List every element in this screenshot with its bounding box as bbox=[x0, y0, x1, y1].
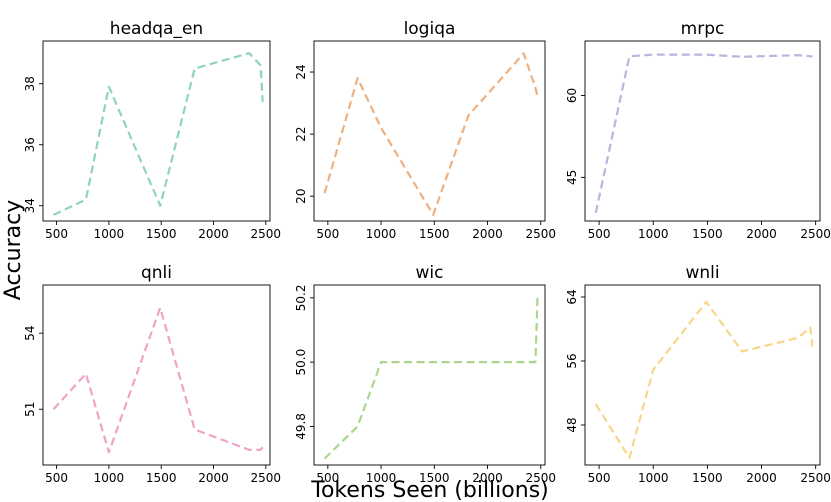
subplot-title: qnli bbox=[141, 263, 172, 283]
subplot-wnli: wnli 500 1000 1500 2000 2500 48 56 64 bbox=[565, 263, 831, 485]
x-tick-label: 2000 bbox=[198, 227, 229, 241]
x-tick-label: 500 bbox=[588, 227, 611, 241]
subplot-headqa-en: headqa_en 500 1000 1500 2000 2500 34 36 38 bbox=[23, 19, 281, 241]
axes-frame bbox=[42, 40, 271, 222]
x-tick-label: 2500 bbox=[800, 227, 831, 241]
subplot-wic: wic 500 1000 1500 2000 2500 49.8 50.0 50.2 bbox=[294, 263, 556, 485]
x-tick-label: 2500 bbox=[251, 227, 282, 241]
x-tick-label: 1000 bbox=[366, 227, 397, 241]
subplots: headqa_en 500 1000 1500 2000 2500 34 36 38 logiqa… bbox=[23, 19, 831, 485]
y-tick-label: 51 bbox=[23, 402, 37, 417]
x-tick-label: 1500 bbox=[419, 227, 450, 241]
subplot-title: logiqa bbox=[404, 19, 456, 39]
figure-ylabel: Accuracy bbox=[1, 200, 26, 300]
x-tick-label: 2500 bbox=[800, 471, 831, 485]
subplot-logiqa: logiqa 500 1000 1500 2000 2500 20 22 24 bbox=[294, 19, 556, 241]
x-tick-label: 1000 bbox=[366, 471, 397, 485]
series-line bbox=[594, 53, 813, 214]
x-tick-label: 2000 bbox=[746, 227, 777, 241]
series-line bbox=[323, 297, 539, 460]
series-line bbox=[52, 306, 264, 454]
subplot-qnli: qnli 500 1000 1500 2000 2500 51 54 bbox=[23, 263, 281, 485]
y-tick-label: 34 bbox=[23, 198, 37, 213]
axes-frame bbox=[313, 40, 546, 222]
series-line bbox=[323, 52, 539, 216]
y-tick-label: 20 bbox=[294, 189, 308, 204]
axes-frame bbox=[42, 284, 271, 466]
x-tick-label: 1000 bbox=[638, 227, 669, 241]
x-tick-label: 500 bbox=[316, 471, 339, 485]
y-tick-label: 54 bbox=[23, 326, 37, 341]
y-tick-label: 50.0 bbox=[294, 349, 308, 376]
subplot-title: headqa_en bbox=[110, 19, 203, 39]
x-tick-label: 500 bbox=[316, 227, 339, 241]
x-tick-label: 2500 bbox=[525, 471, 556, 485]
subplot-title: wnli bbox=[685, 263, 719, 283]
y-tick-label: 24 bbox=[294, 64, 308, 79]
y-tick-label: 48 bbox=[565, 417, 579, 432]
axes-frame bbox=[584, 284, 821, 466]
subplot-title: mrpc bbox=[681, 19, 725, 39]
x-tick-label: 1000 bbox=[94, 227, 125, 241]
x-tick-label: 1000 bbox=[94, 471, 125, 485]
x-tick-label: 2500 bbox=[525, 227, 556, 241]
x-tick-label: 1500 bbox=[692, 227, 723, 241]
x-tick-label: 500 bbox=[45, 227, 68, 241]
y-tick-label: 56 bbox=[565, 353, 579, 368]
subplot-mrpc: mrpc 500 1000 1500 2000 2500 45 60 bbox=[565, 19, 831, 241]
series-line bbox=[594, 300, 814, 459]
y-tick-label: 38 bbox=[23, 76, 37, 91]
x-tick-label: 1500 bbox=[146, 227, 177, 241]
x-tick-label: 1000 bbox=[638, 471, 669, 485]
subplot-title: wic bbox=[416, 263, 444, 283]
x-tick-label: 1500 bbox=[419, 471, 450, 485]
x-tick-label: 500 bbox=[45, 471, 68, 485]
series-line bbox=[53, 52, 264, 216]
axes-frame bbox=[313, 284, 546, 466]
y-tick-label: 49.8 bbox=[294, 413, 308, 440]
y-tick-label: 36 bbox=[23, 137, 37, 152]
x-tick-label: 2000 bbox=[472, 471, 503, 485]
y-tick-label: 64 bbox=[565, 289, 579, 304]
x-tick-label: 2000 bbox=[746, 471, 777, 485]
y-tick-label: 22 bbox=[294, 126, 308, 141]
y-tick-label: 45 bbox=[565, 170, 579, 185]
x-tick-label: 2000 bbox=[198, 471, 229, 485]
x-tick-label: 1500 bbox=[692, 471, 723, 485]
axes-frame bbox=[584, 40, 821, 222]
x-tick-label: 500 bbox=[588, 471, 611, 485]
x-tick-label: 2000 bbox=[472, 227, 503, 241]
y-tick-label: 60 bbox=[565, 88, 579, 103]
y-tick-label: 50.2 bbox=[294, 284, 308, 311]
figure-xlabel: Tokens Seen (billions) bbox=[310, 478, 548, 502]
x-tick-label: 2500 bbox=[251, 471, 282, 485]
x-tick-label: 1500 bbox=[146, 471, 177, 485]
